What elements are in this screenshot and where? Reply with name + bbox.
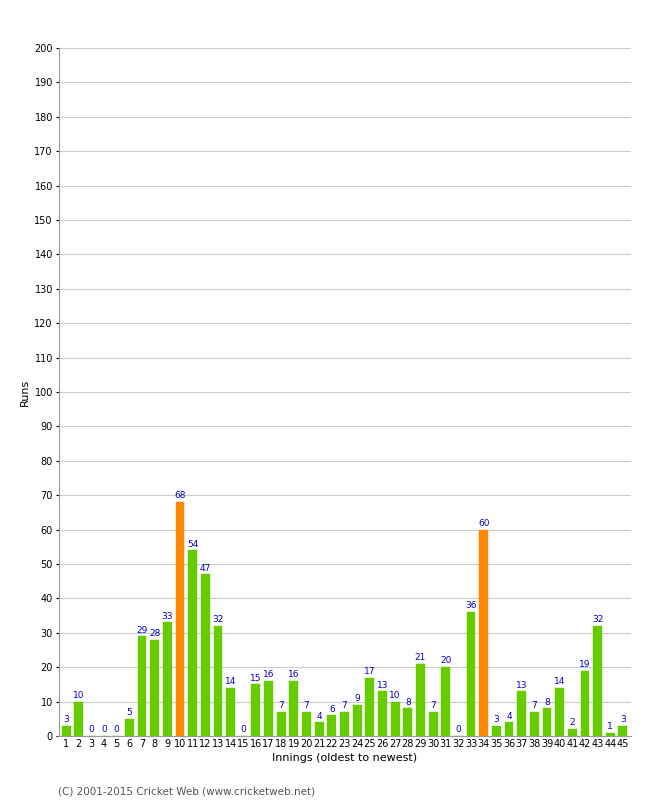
- Text: 16: 16: [288, 670, 300, 679]
- Text: 3: 3: [63, 715, 69, 724]
- Bar: [441, 667, 450, 736]
- Text: 60: 60: [478, 519, 489, 528]
- Bar: [479, 530, 488, 736]
- Text: 6: 6: [329, 705, 335, 714]
- Text: 13: 13: [377, 681, 388, 690]
- Y-axis label: Runs: Runs: [20, 378, 31, 406]
- X-axis label: Innings (oldest to newest): Innings (oldest to newest): [272, 753, 417, 763]
- Text: 19: 19: [579, 660, 591, 669]
- Bar: [163, 622, 172, 736]
- Text: 54: 54: [187, 539, 198, 549]
- Text: 32: 32: [592, 615, 603, 624]
- Bar: [213, 626, 222, 736]
- Text: 16: 16: [263, 670, 274, 679]
- Text: 7: 7: [532, 701, 537, 710]
- Text: 33: 33: [162, 612, 173, 621]
- Text: 68: 68: [174, 491, 186, 500]
- Bar: [188, 550, 197, 736]
- Text: 4: 4: [317, 711, 322, 721]
- Text: 21: 21: [415, 653, 426, 662]
- Text: (C) 2001-2015 Cricket Web (www.cricketweb.net): (C) 2001-2015 Cricket Web (www.cricketwe…: [58, 786, 316, 796]
- Bar: [315, 722, 324, 736]
- Bar: [150, 640, 159, 736]
- Text: 0: 0: [114, 726, 120, 734]
- Bar: [555, 688, 564, 736]
- Bar: [378, 691, 387, 736]
- Text: 0: 0: [88, 726, 94, 734]
- Text: 7: 7: [342, 701, 347, 710]
- Bar: [593, 626, 602, 736]
- Bar: [340, 712, 349, 736]
- Bar: [264, 681, 273, 736]
- Bar: [606, 733, 615, 736]
- Text: 20: 20: [440, 657, 452, 666]
- Bar: [428, 712, 437, 736]
- Text: 2: 2: [569, 718, 575, 727]
- Text: 14: 14: [225, 677, 237, 686]
- Bar: [580, 670, 590, 736]
- Bar: [289, 681, 298, 736]
- Bar: [530, 712, 539, 736]
- Text: 9: 9: [354, 694, 360, 703]
- Bar: [391, 702, 400, 736]
- Bar: [365, 678, 374, 736]
- Bar: [353, 705, 361, 736]
- Text: 47: 47: [200, 563, 211, 573]
- Text: 3: 3: [493, 715, 499, 724]
- Text: 0: 0: [240, 726, 246, 734]
- Bar: [62, 726, 70, 736]
- Bar: [619, 726, 627, 736]
- Text: 7: 7: [430, 701, 436, 710]
- Bar: [201, 574, 210, 736]
- Text: 10: 10: [73, 691, 84, 700]
- Bar: [568, 729, 577, 736]
- Bar: [277, 712, 285, 736]
- Text: 10: 10: [389, 691, 401, 700]
- Text: 4: 4: [506, 711, 512, 721]
- Text: 32: 32: [213, 615, 224, 624]
- Bar: [543, 709, 551, 736]
- Bar: [517, 691, 526, 736]
- Bar: [74, 702, 83, 736]
- Bar: [252, 685, 261, 736]
- Bar: [125, 718, 134, 736]
- Text: 14: 14: [554, 677, 566, 686]
- Text: 8: 8: [405, 698, 411, 706]
- Text: 3: 3: [620, 715, 626, 724]
- Text: 7: 7: [304, 701, 309, 710]
- Bar: [226, 688, 235, 736]
- Text: 1: 1: [607, 722, 613, 731]
- Text: 36: 36: [465, 602, 477, 610]
- Bar: [467, 612, 476, 736]
- Text: 8: 8: [544, 698, 550, 706]
- Text: 0: 0: [101, 726, 107, 734]
- Bar: [416, 664, 425, 736]
- Text: 28: 28: [149, 629, 161, 638]
- Text: 15: 15: [250, 674, 262, 682]
- Bar: [504, 722, 514, 736]
- Bar: [328, 715, 336, 736]
- Bar: [404, 709, 412, 736]
- Bar: [138, 636, 146, 736]
- Text: 13: 13: [516, 681, 527, 690]
- Text: 0: 0: [456, 726, 462, 734]
- Text: 29: 29: [136, 626, 148, 634]
- Bar: [492, 726, 500, 736]
- Text: 17: 17: [364, 667, 376, 676]
- Text: 5: 5: [127, 708, 132, 717]
- Bar: [176, 502, 185, 736]
- Text: 7: 7: [278, 701, 284, 710]
- Bar: [302, 712, 311, 736]
